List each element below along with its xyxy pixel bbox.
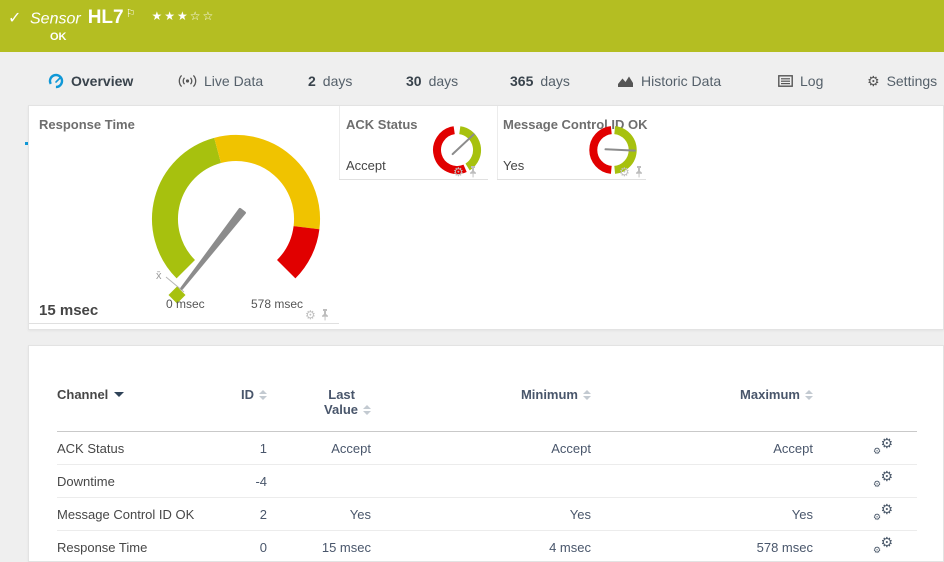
channel-minimum: Accept <box>371 431 591 465</box>
response-time-value: 15 msec <box>39 302 99 319</box>
channel-maximum: Accept <box>591 431 813 465</box>
area-chart-icon <box>617 75 634 88</box>
col-header-actions <box>813 379 917 432</box>
gear-icon[interactable]: ⚙ <box>453 165 464 179</box>
channels-panel: Channel ID Last Value Minimum Maximum ACK… <box>28 345 944 562</box>
ack-status-title: ACK Status <box>346 117 418 132</box>
channel-last-value <box>267 464 371 498</box>
pin-icon[interactable] <box>320 309 330 321</box>
message-control-gauge <box>589 126 637 174</box>
mean-marker-label: x̄ <box>156 270 162 282</box>
table-row: Downtime -4 ⚙ ⚙ <box>57 464 917 498</box>
channel-last-value: 15 msec <box>267 530 371 562</box>
channel-settings-icon[interactable]: ⚙ ⚙ <box>873 501 893 522</box>
sort-icon <box>259 390 267 400</box>
channel-id: -4 <box>207 464 267 498</box>
response-time-tile-actions: ⚙ <box>305 309 330 321</box>
channel-settings-icon[interactable]: ⚙ ⚙ <box>873 468 893 489</box>
ack-status-value: Accept <box>346 158 386 173</box>
channel-name: Response Time <box>57 530 207 562</box>
pin-icon[interactable] <box>634 166 644 178</box>
tile-divider <box>497 179 646 180</box>
channel-settings-icon[interactable]: ⚙ ⚙ <box>873 435 893 456</box>
ack-status-gauge <box>433 126 482 174</box>
tab-30-days[interactable]: 30 days <box>406 73 459 89</box>
tab-2-days[interactable]: 2 days <box>308 73 353 89</box>
col-header-channel[interactable]: Channel <box>57 379 207 432</box>
tab-overview[interactable]: Overview <box>48 64 133 98</box>
message-control-value: Yes <box>503 158 525 173</box>
sensor-kind-label: Sensor <box>30 10 81 28</box>
gauge-icon <box>48 73 64 89</box>
col-header-minimum[interactable]: Minimum <box>371 379 591 432</box>
channel-maximum: 578 msec <box>591 530 813 562</box>
flag-icon[interactable]: ⚐ <box>125 8 136 20</box>
table-row: Response Time 0 15 msec 4 msec 578 msec … <box>57 530 917 562</box>
message-tile-actions: ⚙ <box>619 166 644 178</box>
table-row: ACK Status 1 Accept Accept Accept ⚙ ⚙ <box>57 431 917 465</box>
gear-icon[interactable]: ⚙ <box>305 308 316 322</box>
sort-icon <box>363 405 371 415</box>
channel-id: 2 <box>207 497 267 531</box>
channel-name: ACK Status <box>57 431 207 465</box>
channel-settings-icon[interactable]: ⚙ ⚙ <box>873 534 893 556</box>
response-time-title: Response Time <box>39 117 135 132</box>
channel-last-value: Yes <box>267 497 371 531</box>
channels-table: Channel ID Last Value Minimum Maximum ACK… <box>57 379 917 562</box>
channel-maximum <box>591 464 813 498</box>
priority-stars[interactable]: ★★★☆☆ <box>151 9 216 24</box>
sensor-name: HL7 <box>87 7 124 29</box>
message-control-title: Message Control ID OK <box>503 117 648 132</box>
ack-tile-actions: ⚙ <box>453 166 478 178</box>
channel-minimum: 4 msec <box>371 530 591 562</box>
tab-365-days[interactable]: 365 days <box>510 73 570 89</box>
col-header-id[interactable]: ID <box>207 379 267 432</box>
channel-name: Message Control ID OK <box>57 497 207 531</box>
sensor-title: Sensor HL7 ⚐ ★★★☆☆ <box>30 7 215 29</box>
gauges-panel: Response Time x̄ 0 msec 578 msec 15 msec… <box>28 105 944 330</box>
channel-id: 1 <box>207 431 267 465</box>
tile-divider <box>497 106 498 180</box>
gear-icon[interactable]: ⚙ <box>619 165 630 179</box>
tab-bar: Overview Live Data 2 days 30 days 365 da… <box>0 52 944 145</box>
response-time-gauge: x̄ <box>152 134 321 304</box>
col-header-maximum[interactable]: Maximum <box>591 379 813 432</box>
sensor-status-band: ✓ Sensor HL7 ⚐ ★★★☆☆ OK <box>0 0 944 52</box>
channel-minimum: Yes <box>371 497 591 531</box>
channel-last-value: Accept <box>267 431 371 465</box>
tile-divider <box>339 179 488 180</box>
sort-desc-icon <box>114 392 125 397</box>
tile-divider <box>29 323 339 324</box>
pin-icon[interactable] <box>468 166 478 178</box>
tile-divider <box>339 106 340 180</box>
broadcast-icon <box>178 74 197 88</box>
channel-minimum <box>371 464 591 498</box>
tab-log[interactable]: Log <box>778 64 823 98</box>
channel-id: 0 <box>207 530 267 562</box>
channel-name: Downtime <box>57 464 207 498</box>
log-icon <box>778 75 793 87</box>
sort-icon <box>805 390 813 400</box>
gauge-scale-max: 578 msec <box>251 297 304 311</box>
table-row: Message Control ID OK 2 Yes Yes Yes ⚙ ⚙ <box>57 497 917 531</box>
col-header-last-value[interactable]: Last Value <box>267 379 371 432</box>
status-badge: OK <box>50 31 67 43</box>
tab-settings[interactable]: ⚙ Settings <box>867 72 938 90</box>
sort-icon <box>583 390 591 400</box>
gear-icon: ⚙ <box>867 72 880 89</box>
tab-live-data[interactable]: Live Data <box>178 64 263 98</box>
check-icon: ✓ <box>8 10 22 27</box>
gauge-scale-min: 0 msec <box>166 297 205 311</box>
tab-historic-data[interactable]: Historic Data <box>617 64 721 98</box>
channel-maximum: Yes <box>591 497 813 531</box>
